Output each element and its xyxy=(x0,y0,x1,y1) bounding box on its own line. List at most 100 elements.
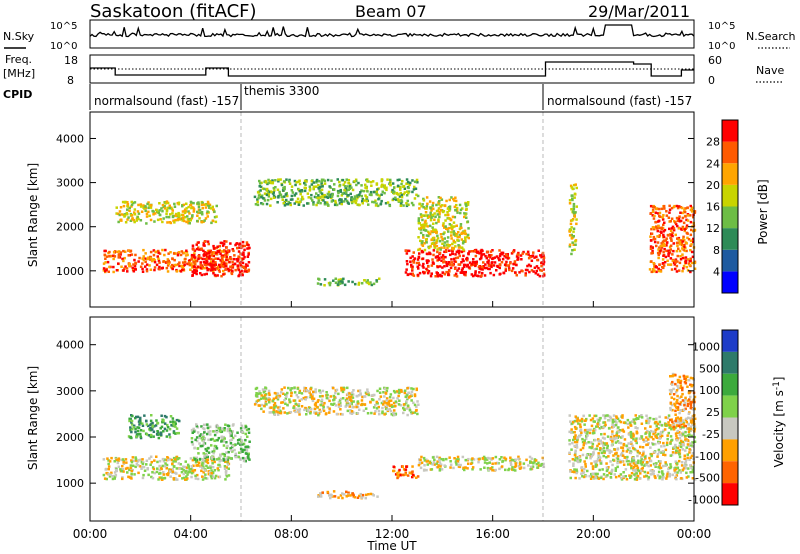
power-cell xyxy=(679,206,683,209)
velocity-cell xyxy=(201,478,205,481)
power-cell xyxy=(285,178,288,181)
velocity-cell xyxy=(236,431,239,434)
velocity-cell xyxy=(361,493,365,497)
power-cell xyxy=(209,262,212,265)
power-cell xyxy=(207,242,210,246)
velocity-cell xyxy=(393,413,396,417)
velocity-cell xyxy=(145,423,149,426)
power-cell xyxy=(530,254,534,258)
velocity-cell xyxy=(574,415,577,418)
power-cell xyxy=(104,257,107,260)
power-cell xyxy=(204,217,208,220)
power-cell xyxy=(369,281,372,284)
velocity-cell xyxy=(129,464,133,467)
velocity-cell xyxy=(406,474,410,477)
velocity-cell xyxy=(350,399,353,402)
cpid-segment-3: normalsound (fast) -157 xyxy=(547,94,692,108)
power-cell xyxy=(440,246,443,249)
velocity-cell xyxy=(458,465,462,469)
power-cell xyxy=(338,282,342,285)
velocity-cell xyxy=(225,475,229,478)
power-cell xyxy=(281,198,284,201)
power-cell xyxy=(438,251,442,255)
velocity-cell xyxy=(209,473,212,477)
velocity-cell xyxy=(244,432,247,436)
velocity-cell xyxy=(244,459,247,463)
power-cell xyxy=(305,180,308,183)
power-cell xyxy=(479,251,483,254)
velocity-cell xyxy=(483,458,487,461)
velocity-cell xyxy=(522,466,526,470)
velocity-cell xyxy=(590,441,593,444)
velocity-cell xyxy=(634,426,637,429)
velocity-cell xyxy=(646,429,649,433)
date-title: 29/Mar/2011 xyxy=(588,2,690,21)
power-cell xyxy=(303,179,307,183)
power-cell xyxy=(182,203,186,207)
velocity-cell xyxy=(273,406,276,409)
power-cell xyxy=(685,242,688,245)
velocity-cell xyxy=(654,431,657,434)
velocity-cell xyxy=(629,461,632,464)
power-cell xyxy=(166,221,169,224)
power-cell xyxy=(204,203,207,206)
power-cell xyxy=(433,212,436,215)
power-cell xyxy=(312,187,315,190)
power-cell xyxy=(687,262,691,265)
power-cell xyxy=(343,184,347,188)
velocity-cell xyxy=(199,444,203,448)
velocity-cell xyxy=(449,460,452,463)
velocity-cell xyxy=(630,460,634,463)
power-cell xyxy=(320,192,324,195)
velocity-cell xyxy=(582,443,585,447)
power-cell xyxy=(162,217,165,220)
power-cell xyxy=(344,197,347,201)
power-cell xyxy=(488,256,492,259)
velocity-cell xyxy=(620,453,623,456)
velocity-cell xyxy=(676,446,680,450)
velocity-cell xyxy=(328,411,331,414)
power-cell xyxy=(439,248,442,251)
velocity-cell xyxy=(639,461,643,465)
power-cell xyxy=(435,231,438,235)
power-cell xyxy=(149,250,153,254)
velocity-cell xyxy=(483,466,486,469)
velocity-cell xyxy=(608,449,611,452)
velocity-cell xyxy=(690,466,693,470)
power-cell xyxy=(265,193,269,197)
power-colorbar-label: Power [dB] xyxy=(756,179,770,244)
velocity-cell xyxy=(161,457,165,461)
power-cell xyxy=(392,192,396,195)
velocity-cell xyxy=(196,431,200,434)
velocity-cell xyxy=(632,438,635,441)
velocity-cell xyxy=(298,410,301,414)
velocity-cell xyxy=(198,436,201,440)
power-cell xyxy=(417,256,420,259)
power-cell xyxy=(521,252,524,255)
velocity-cell xyxy=(627,442,630,445)
power-cell xyxy=(214,257,217,260)
velocity-cell xyxy=(683,457,686,460)
power-cell xyxy=(347,280,350,283)
power-cell xyxy=(181,268,184,272)
power-cell xyxy=(574,211,577,214)
velocity-cell xyxy=(209,430,212,433)
power-cell xyxy=(285,198,288,202)
velocity-cell xyxy=(334,404,338,407)
velocity-cell xyxy=(237,455,241,459)
power-cell xyxy=(145,215,149,218)
power-cell xyxy=(669,229,673,233)
velocity-cell xyxy=(172,430,176,433)
velocity-cell xyxy=(139,429,143,432)
velocity-cell xyxy=(390,405,394,409)
velocity-cell xyxy=(175,427,179,430)
velocity-cell xyxy=(224,458,228,461)
velocity-cell xyxy=(582,475,586,479)
power-cell xyxy=(455,234,458,238)
power-cell xyxy=(208,206,211,209)
power-cell xyxy=(171,212,174,215)
power-cell xyxy=(322,199,325,202)
power-cell xyxy=(345,178,348,181)
velocity-cell xyxy=(598,456,602,459)
power-cell xyxy=(349,192,352,196)
